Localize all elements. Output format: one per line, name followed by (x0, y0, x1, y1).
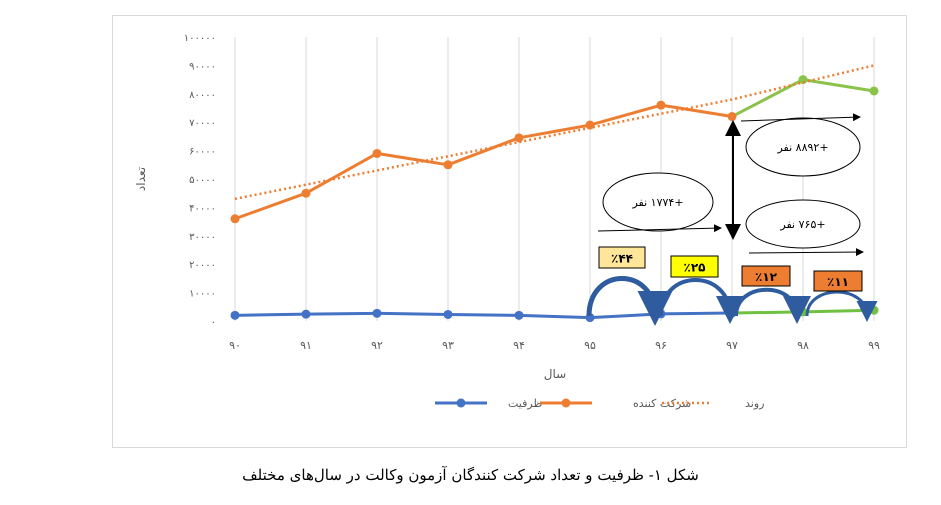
data-point (372, 308, 382, 318)
x-axis-title: سال (544, 367, 566, 381)
x-tick-label: ۹۲ (371, 339, 383, 352)
percentage-label: ٪۱۲ (755, 270, 778, 284)
data-point (372, 148, 382, 158)
percentage-label: ٪۱۱ (827, 275, 849, 289)
legend-label: روند (745, 397, 764, 410)
x-tick-label: ۹۹ (868, 339, 880, 352)
annotation-bubble-label: +۷۶۵ نفر (779, 218, 825, 231)
data-point (585, 120, 595, 130)
percentage-arc (586, 276, 673, 326)
y-tick-label: ۸۰۰۰۰ (189, 90, 216, 101)
x-tick-label: ۹۴ (513, 339, 525, 352)
percentage-box (598, 246, 646, 269)
x-tick-label: ۹۱ (300, 339, 312, 352)
series-line-trend (234, 64, 875, 201)
legend-label: ظرفیت (508, 397, 542, 410)
data-point (514, 310, 524, 320)
x-tick-label: ۹۸ (797, 339, 809, 352)
percentage-arc (734, 287, 811, 324)
x-tick-label: ۹۵ (584, 339, 596, 352)
percentage-label: ٪۲۵ (684, 261, 706, 275)
data-point (443, 309, 453, 319)
y-tick-label: ۹۰۰۰۰ (189, 61, 216, 72)
chart-frame: ۰ ۱۰۰۰۰ ۲۰۰۰۰ ۳۰۰۰۰ ۴۰۰۰۰ ۵۰۰۰۰ ۶۰۰۰۰ ۷۰۰۰۰ ۸۰۰۰… (112, 15, 907, 448)
percentage-arc (805, 290, 878, 322)
percentage-box (670, 255, 719, 278)
data-point (230, 310, 240, 320)
y-tick-label: ۵۰۰۰۰ (189, 175, 216, 186)
y-tick-label: ۰ (211, 317, 216, 328)
figure-caption: شکل ۱- ظرفیت و تعداد شرکت کنندگان آزمون … (242, 466, 699, 484)
percentage-arc (659, 278, 744, 324)
data-point (301, 188, 311, 198)
percentage-box (813, 270, 863, 292)
y-tick-label: ۱۰۰۰۰۰ (184, 33, 216, 44)
percentage-box (741, 265, 791, 287)
x-tick-label: ۹۶ (655, 339, 667, 352)
annotation-arrow (740, 113, 861, 122)
annotation-arrow (597, 224, 722, 233)
legend-marker (456, 398, 466, 408)
data-point (798, 75, 808, 85)
series-line (234, 103, 733, 221)
legend-marker (561, 398, 571, 408)
data-point (230, 214, 240, 224)
data-point (514, 133, 524, 143)
percentage-label: ٪۴۴ (611, 252, 633, 266)
x-tick-label: ۹۳ (442, 339, 454, 352)
annotation-bubble (745, 117, 861, 177)
annotation-arrow (748, 248, 864, 257)
annotation-bubble-label: +۱۷۷۴ نفر (631, 196, 683, 209)
data-point (869, 305, 879, 315)
y-tick-label: ۱۰۰۰۰ (189, 289, 216, 300)
data-point (869, 86, 879, 96)
y-tick-label: ۷۰۰۰۰ (189, 118, 216, 129)
y-axis-title: تعداد (134, 167, 148, 191)
y-tick-label: ۶۰۰۰۰ (189, 147, 216, 158)
x-tick-label: ۹۷ (726, 339, 738, 352)
data-point (656, 100, 666, 110)
data-point (443, 160, 453, 170)
line-chart: ۰ ۱۰۰۰۰ ۲۰۰۰۰ ۳۰۰۰۰ ۴۰۰۰۰ ۵۰۰۰۰ ۶۰۰۰۰ ۷۰۰۰۰ ۸۰۰۰… (134, 33, 880, 410)
y-tick-label: ۴۰۰۰۰ (189, 203, 216, 214)
x-tick-label: ۹۰ (229, 339, 241, 352)
data-point (301, 309, 311, 319)
annotation-bubble-label: +۸۸۹۲ نفر (776, 141, 828, 154)
annotation-bubble (745, 199, 861, 249)
data-point (727, 112, 737, 122)
annotation-bubble (602, 172, 714, 232)
y-tick-label: ۲۰۰۰۰ (189, 260, 216, 271)
y-tick-label: ۳۰۰۰۰ (189, 232, 216, 243)
